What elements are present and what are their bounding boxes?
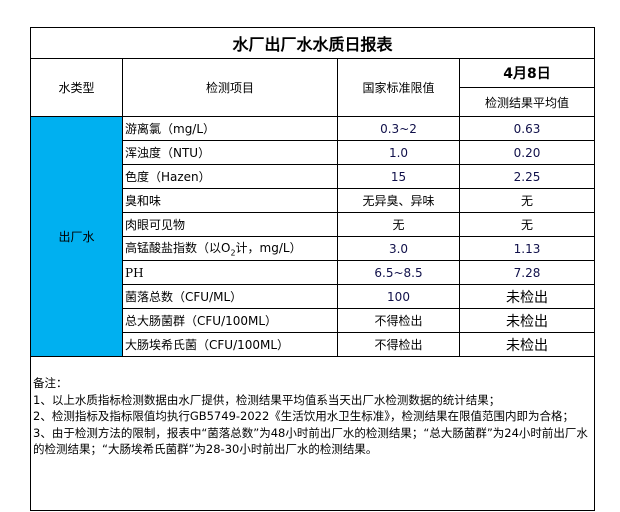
water-quality-report-table: 水厂出厂水水质日报表 水类型 检测项目 国家标准限值 4月8日 检测结果平均值 …	[29, 27, 596, 511]
item-cell: 大肠埃希氏菌（CFU/100ML）	[122, 332, 338, 357]
item-text: 计，mg/L）	[235, 241, 302, 256]
table-row: 肉眼可见物 无 无	[31, 212, 596, 237]
item-subscript: 2	[230, 248, 236, 258]
limit-cell: 不得检出	[337, 308, 460, 333]
table-row: 出厂水 游离氯（mg/L） 0.3~2 0.63	[30, 116, 596, 357]
result-cell: 2.25	[458, 164, 596, 189]
table-row: 色度（Hazen） 15 2.25	[31, 164, 596, 189]
report-title: 水厂出厂水水质日报表	[29, 27, 596, 59]
item-cell: 肉眼可见物	[122, 212, 338, 237]
item-cell: PH	[122, 260, 338, 285]
item-cell: 浑浊度（NTU）	[122, 140, 338, 165]
water-type-cell: 出厂水	[30, 116, 123, 357]
limit-cell: 0.3~2	[337, 116, 460, 141]
limit-cell: 无	[337, 212, 460, 237]
header-national-limit: 国家标准限值	[337, 58, 460, 117]
header-test-item: 检测项目	[122, 58, 338, 117]
table-row: 高锰酸盐指数（以O2计，mg/L） 3.0 1.13	[31, 236, 596, 261]
result-cell: 1.13	[458, 236, 596, 261]
result-cell: 0.63	[458, 116, 596, 141]
item-cell: 菌落总数（CFU/ML）	[122, 284, 338, 309]
table-row: 菌落总数（CFU/ML） 100 未检出	[31, 284, 596, 309]
notes-section: 备注： 1、以上水质指标检测数据由水厂提供，检测结果平均值系当天出厂水检测数据的…	[29, 356, 596, 511]
item-cell: 臭和味	[122, 188, 338, 213]
item-cell: 总大肠菌群（CFU/100ML）	[122, 308, 338, 333]
table-row: PH 6.5~8.5 7.28	[31, 260, 596, 285]
table-row: 浑浊度（NTU） 1.0 0.20	[31, 140, 596, 165]
limit-cell: 6.5~8.5	[337, 260, 460, 285]
note-line: 1、以上水质指标检测数据由水厂提供，检测结果平均值系当天出厂水检测数据的统计结果…	[33, 392, 501, 407]
header-date: 4月8日	[458, 58, 596, 88]
limit-cell: 15	[337, 164, 460, 189]
note-line: 2、检测指标及指标限值均执行GB5749-2022《生活饮用水卫生标准》，检测结…	[33, 409, 575, 423]
result-cell: 无	[458, 188, 596, 213]
header-result-average: 检测结果平均值	[458, 87, 596, 117]
note-line: 3、由于检测方法的限制，报表中“菌落总数”为48小时前出厂水的检测结果；“总大肠…	[33, 425, 588, 457]
result-cell: 未检出	[458, 332, 596, 357]
item-cell: 游离氯（mg/L）	[122, 116, 338, 141]
limit-cell: 1.0	[337, 140, 460, 165]
limit-cell: 不得检出	[337, 332, 460, 357]
result-cell: 未检出	[458, 284, 596, 309]
result-cell: 0.20	[458, 140, 596, 165]
result-cell: 无	[458, 212, 596, 237]
limit-cell: 无异臭、异味	[337, 188, 460, 213]
table-row: 臭和味 无异臭、异味 无	[31, 188, 596, 213]
limit-cell: 3.0	[337, 236, 460, 261]
result-cell: 未检出	[458, 308, 596, 333]
table-row: 大肠埃希氏菌（CFU/100ML） 不得检出 未检出	[31, 332, 596, 357]
result-cell: 7.28	[458, 260, 596, 285]
header-water-type: 水类型	[30, 58, 123, 117]
item-cell: 色度（Hazen）	[122, 164, 338, 189]
item-cell: 高锰酸盐指数（以O2计，mg/L）	[122, 236, 338, 261]
item-text: 高锰酸盐指数（以O	[125, 241, 231, 256]
notes-heading: 备注：	[33, 376, 68, 390]
limit-cell: 100	[337, 284, 460, 309]
